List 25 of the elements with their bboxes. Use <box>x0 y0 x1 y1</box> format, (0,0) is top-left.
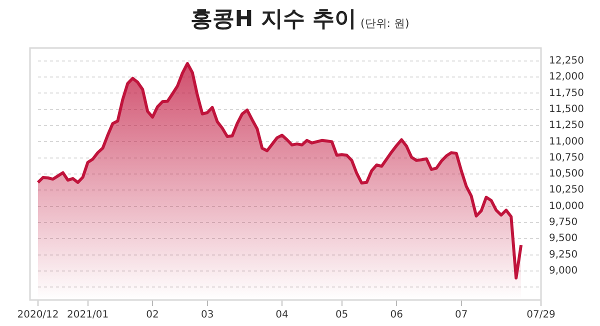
y-tick-label: 11,000 <box>549 136 584 148</box>
x-tick-label: 07 <box>454 310 468 321</box>
x-tick-label: 2021/01 <box>67 310 109 321</box>
x-tick-label: 05 <box>335 310 348 321</box>
y-tick-label: 11,250 <box>549 120 584 132</box>
x-tick-label: 06 <box>390 310 403 321</box>
y-tick-label: 10,000 <box>549 200 584 212</box>
y-tick-label: 11,750 <box>549 88 584 99</box>
x-tick-label: 03 <box>200 310 214 321</box>
x-tick-label: 07/29 <box>526 310 556 321</box>
y-tick-label: 9,750 <box>549 217 578 228</box>
y-tick-label: 10,250 <box>549 184 584 196</box>
y-tick-label: 11,500 <box>549 104 584 115</box>
y-tick-label: 12,250 <box>549 56 584 67</box>
y-tick-label: 9,000 <box>549 266 578 277</box>
x-tick-label: 02 <box>146 310 159 321</box>
chart-subtitle: (단위: 원) <box>360 16 410 32</box>
y-tick-label: 12,000 <box>549 72 584 83</box>
y-tick-label: 10,500 <box>549 168 584 180</box>
chart-title: 홍콩H 지수 추이 <box>190 6 356 34</box>
y-tick-label: 9,500 <box>549 233 578 244</box>
y-tick-label: 9,250 <box>549 249 578 260</box>
x-tick-label: 2020/12 <box>17 310 59 321</box>
x-tick-label: 04 <box>276 310 288 321</box>
y-tick-label: 10,750 <box>549 152 584 164</box>
